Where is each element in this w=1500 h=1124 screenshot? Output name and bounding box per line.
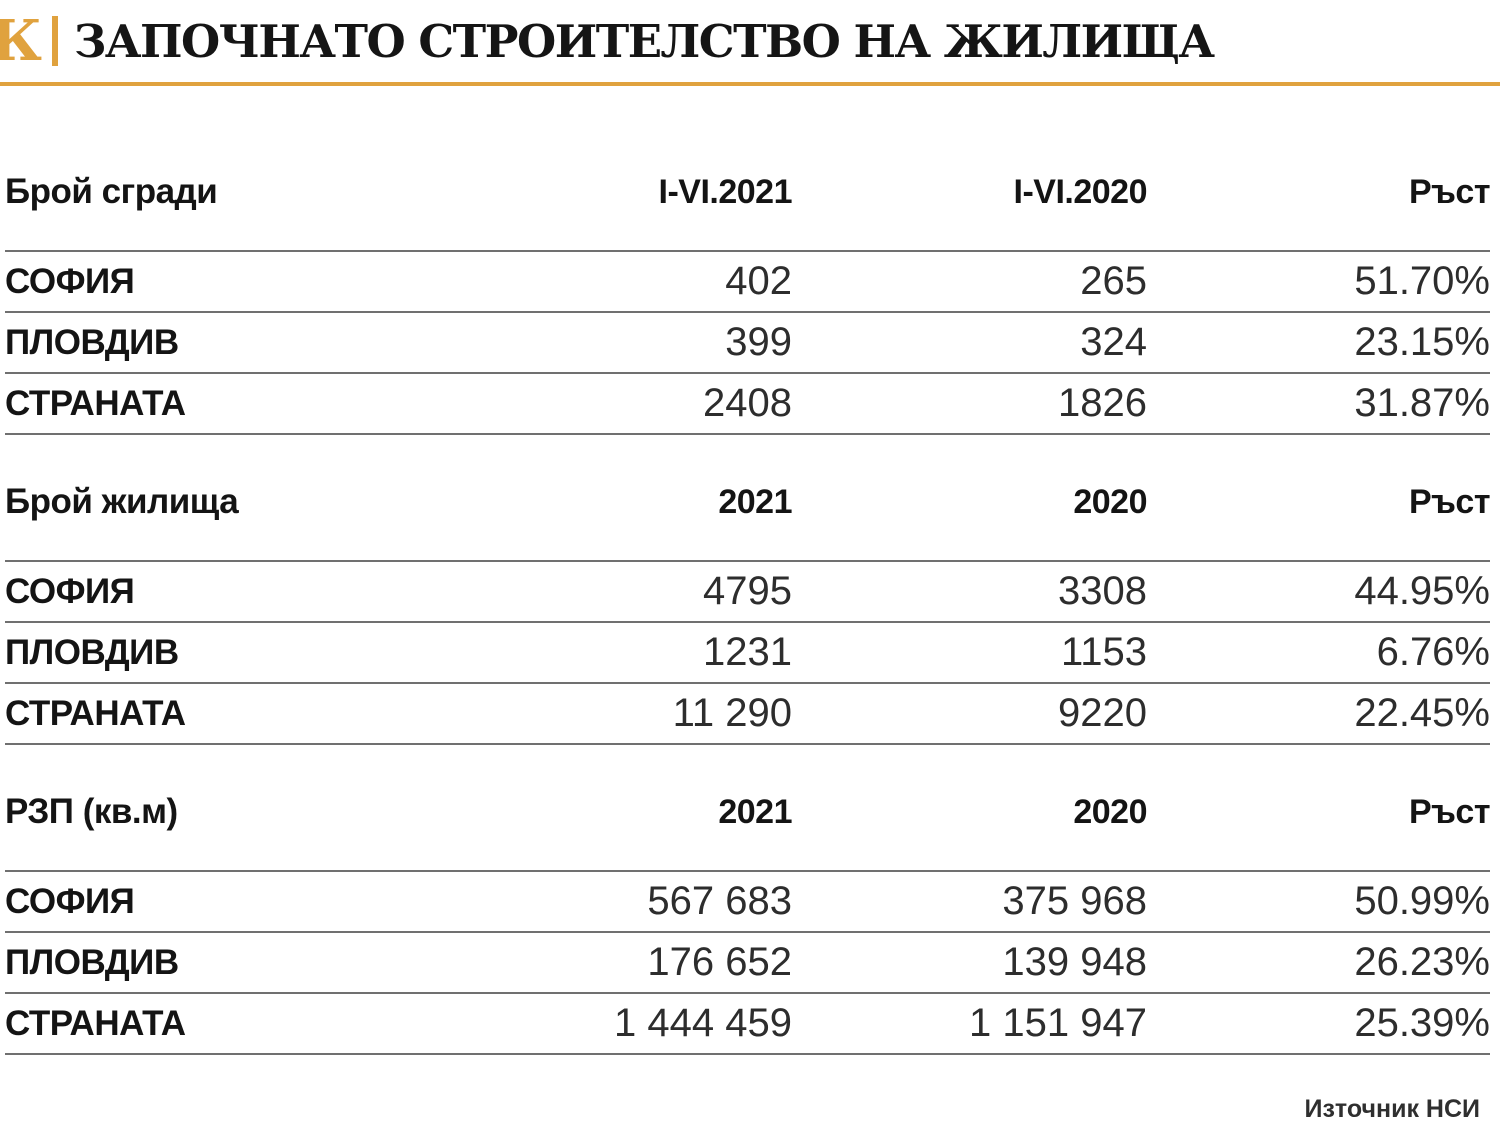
- cell-value: 1 151 947: [969, 1001, 1147, 1045]
- section-rows: СОФИЯ 4795 3308 44.95% ПЛОВДИВ 1231 1153…: [5, 560, 1490, 745]
- cell-value: 51.70%: [1354, 259, 1490, 303]
- cell-value: 1 444 459: [614, 1001, 792, 1045]
- section-buildings: Брой сгради I-VI.2021 I-VI.2020 Ръст СОФ…: [5, 172, 1491, 435]
- cell-value: 22.45%: [1354, 691, 1490, 735]
- column-header-growth: Ръст: [1408, 172, 1491, 211]
- cell-value: 3308: [1058, 569, 1147, 613]
- row-label: СОФИЯ: [5, 571, 135, 611]
- section-header-row: Брой сгради I-VI.2021 I-VI.2020 Ръст: [5, 172, 1491, 212]
- cell-value: 9220: [1058, 691, 1147, 735]
- brand-logo-letter: К: [0, 8, 42, 74]
- cell-value: 567 683: [647, 879, 792, 923]
- cell-value: 6.76%: [1376, 630, 1490, 674]
- section-header-row: РЗП (кв.м) 2021 2020 Ръст: [5, 792, 1491, 832]
- column-header-2021: 2021: [718, 792, 792, 831]
- table-row: СОФИЯ 567 683 375 968 50.99%: [5, 870, 1490, 931]
- column-header-growth: Ръст: [1408, 792, 1491, 831]
- cell-value: 23.15%: [1354, 320, 1490, 364]
- table-row: ПЛОВДИВ 1231 1153 6.76%: [5, 621, 1490, 682]
- table-row: СОФИЯ 402 265 51.70%: [5, 250, 1490, 311]
- row-label: СОФИЯ: [5, 261, 135, 301]
- section-dwellings: Брой жилища 2021 2020 Ръст СОФИЯ 4795 33…: [5, 482, 1491, 745]
- cell-value: 44.95%: [1354, 569, 1490, 613]
- cell-value: 176 652: [647, 940, 792, 984]
- row-label: ПЛОВДИВ: [5, 632, 179, 672]
- section-label: РЗП (кв.м): [5, 792, 178, 831]
- table-row: СТРАНАТА 11 290 9220 22.45%: [5, 682, 1490, 743]
- cell-value: 139 948: [1002, 940, 1147, 984]
- row-label: ПЛОВДИВ: [5, 322, 179, 362]
- section-rows: СОФИЯ 402 265 51.70% ПЛОВДИВ 399 324 23.…: [5, 250, 1490, 435]
- column-header-2020: 2020: [1073, 792, 1147, 831]
- cell-value: 1153: [1060, 630, 1147, 674]
- row-label: ПЛОВДИВ: [5, 942, 179, 982]
- section-rows: СОФИЯ 567 683 375 968 50.99% ПЛОВДИВ 176…: [5, 870, 1490, 1055]
- column-header-2020: 2020: [1073, 482, 1147, 521]
- masthead: К ЗАПОЧНАТО СТРОИТЕЛСТВО НА ЖИЛИЩА: [0, 0, 1500, 86]
- table-row: СОФИЯ 4795 3308 44.95%: [5, 560, 1490, 621]
- cell-value: 11 290: [672, 691, 792, 735]
- row-label: СТРАНАТА: [5, 693, 186, 733]
- row-label: СОФИЯ: [5, 881, 135, 921]
- section-label: Брой сгради: [5, 172, 218, 211]
- cell-value: 26.23%: [1354, 940, 1490, 984]
- section-header-row: Брой жилища 2021 2020 Ръст: [5, 482, 1491, 522]
- brand-divider-bar: [51, 16, 58, 66]
- section-label: Брой жилища: [5, 482, 239, 521]
- cell-value: 375 968: [1002, 879, 1147, 923]
- cell-value: 402: [725, 259, 792, 303]
- cell-value: 265: [1080, 259, 1147, 303]
- table-row: ПЛОВДИВ 176 652 139 948 26.23%: [5, 931, 1490, 992]
- table-row: ПЛОВДИВ 399 324 23.15%: [5, 311, 1490, 372]
- row-label: СТРАНАТА: [5, 1003, 186, 1043]
- column-header-2021: 2021: [718, 482, 792, 521]
- page-title: ЗАПОЧНАТО СТРОИТЕЛСТВО НА ЖИЛИЩА: [73, 14, 1215, 68]
- section-floor-area: РЗП (кв.м) 2021 2020 Ръст СОФИЯ 567 683 …: [5, 792, 1491, 1055]
- cell-value: 50.99%: [1354, 879, 1490, 923]
- cell-value: 1826: [1058, 381, 1147, 425]
- column-header-2021: I-VI.2021: [658, 172, 793, 211]
- table-row: СТРАНАТА 1 444 459 1 151 947 25.39%: [5, 992, 1490, 1053]
- source-note: Източник НСИ: [1304, 1095, 1480, 1123]
- cell-value: 25.39%: [1354, 1001, 1490, 1045]
- cell-value: 4795: [703, 569, 792, 613]
- row-label: СТРАНАТА: [5, 383, 186, 423]
- cell-value: 31.87%: [1354, 381, 1490, 425]
- data-table: Брой сгради I-VI.2021 I-VI.2020 Ръст СОФ…: [0, 172, 1500, 1124]
- column-header-growth: Ръст: [1408, 482, 1491, 521]
- cell-value: 2408: [703, 381, 792, 425]
- table-row: СТРАНАТА 2408 1826 31.87%: [5, 372, 1490, 433]
- cell-value: 1231: [703, 630, 792, 674]
- cell-value: 399: [725, 320, 792, 364]
- column-header-2020: I-VI.2020: [1013, 172, 1148, 211]
- cell-value: 324: [1080, 320, 1147, 364]
